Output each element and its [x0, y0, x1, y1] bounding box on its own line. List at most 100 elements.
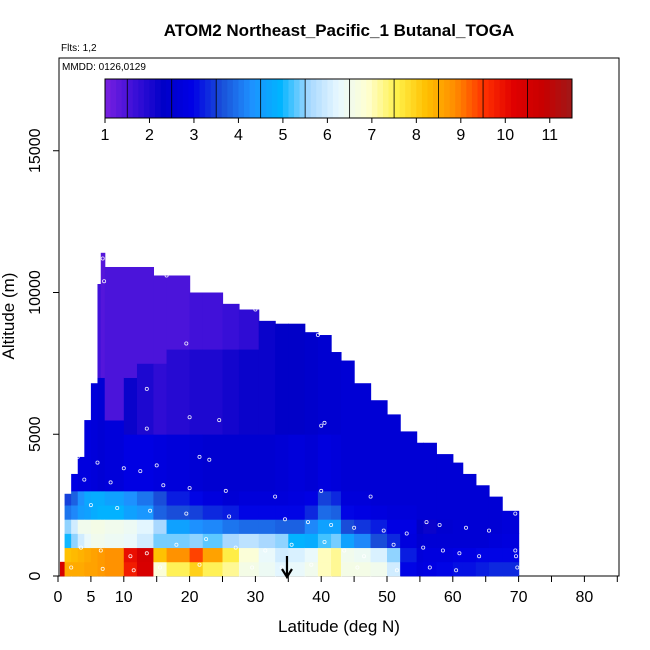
sample-point	[404, 531, 409, 536]
heat-cell	[123, 519, 138, 534]
heat-cell	[288, 533, 306, 549]
x-tick-label: 10	[115, 589, 133, 606]
sample-point	[204, 537, 209, 542]
sample-point	[157, 565, 162, 570]
heat-cell	[123, 434, 138, 492]
heat-cell	[238, 349, 260, 435]
heat-cell	[104, 519, 125, 534]
sample-point	[138, 469, 143, 474]
colorbar-segment	[355, 79, 362, 118]
dates-label: MMDD: 0126,0129	[62, 62, 146, 73]
colorbar-segment	[310, 79, 317, 118]
heat-cell	[77, 533, 85, 549]
heat-cell	[354, 533, 372, 549]
sample-point	[121, 466, 126, 471]
heat-cell	[222, 434, 240, 492]
heat-cell	[370, 519, 388, 534]
heat-cell	[71, 547, 79, 563]
heat-cell	[387, 414, 401, 492]
colorbar-segment	[299, 79, 306, 118]
heat-cell	[97, 284, 102, 378]
heat-cell	[436, 519, 454, 534]
heat-cell	[462, 547, 477, 563]
heat-cell	[304, 561, 319, 577]
sample-point	[263, 548, 268, 553]
heat-cell	[64, 561, 72, 577]
colorbar-segment	[555, 79, 562, 118]
heat-cell	[84, 519, 92, 534]
colorbar-segment	[455, 79, 462, 118]
heat-cell	[71, 490, 79, 506]
sample-point	[115, 505, 120, 510]
heat-cell	[317, 561, 332, 577]
colorbar-segment	[243, 79, 251, 118]
heat-cell	[64, 547, 72, 563]
flights-label: Flts: 1,2	[61, 43, 97, 54]
x-tick-label: 70	[510, 589, 528, 606]
heat-cell	[100, 519, 106, 534]
colorbar-segment	[116, 79, 123, 118]
sample-point	[279, 565, 284, 570]
heat-cell	[202, 547, 224, 563]
heat-cell	[502, 533, 520, 549]
heat-cell	[304, 519, 319, 534]
colorbar-segment	[494, 79, 501, 118]
heat-cell	[222, 303, 240, 350]
heat-cell	[400, 519, 418, 534]
heat-cell	[258, 533, 276, 549]
heat-cell	[475, 519, 490, 534]
heat-cell	[387, 561, 401, 577]
colorbar-segment	[338, 79, 345, 118]
colorbar-segment	[471, 79, 478, 118]
sample-point	[223, 488, 228, 493]
colorbar-segment	[533, 79, 540, 118]
heat-cell	[331, 519, 342, 534]
colorbar-segment	[216, 79, 223, 118]
heat-cell	[90, 505, 99, 520]
colorbar-segment	[399, 79, 406, 118]
heat-cell	[331, 561, 342, 577]
colorbar-segment	[360, 79, 367, 118]
x-axis: 0 5 10 20 30 40 50 60 70 80	[54, 576, 618, 606]
heat-cell	[238, 533, 260, 549]
heat-cell	[436, 533, 454, 549]
colorbar-frame	[104, 78, 573, 119]
heat-cell	[238, 434, 260, 492]
sample-point	[207, 457, 212, 462]
heat-cell	[400, 431, 418, 492]
heat-cell	[340, 519, 355, 534]
heat-cell	[202, 505, 224, 520]
sample-point	[322, 540, 327, 545]
sample-point	[250, 565, 255, 570]
heat-cell	[123, 505, 138, 520]
heat-cell	[153, 275, 168, 364]
sample-point	[187, 486, 192, 491]
sample-point	[144, 386, 149, 391]
x-tick-label: 0	[54, 589, 63, 606]
sample-point	[329, 523, 334, 528]
heat-cell	[400, 533, 418, 549]
colorbar-segment	[182, 79, 189, 118]
heat-cell	[100, 505, 106, 520]
sample-point	[227, 514, 232, 519]
colorbar-segment	[466, 79, 473, 118]
heat-cell	[123, 490, 138, 506]
x-axis-label: Latitude (deg N)	[278, 617, 400, 636]
heat-cell	[153, 490, 168, 506]
heat-cell	[258, 434, 276, 492]
heat-cell	[387, 505, 401, 520]
x-tick-label: 60	[444, 589, 462, 606]
heat-cell	[423, 505, 437, 520]
colorbar-segment	[132, 79, 139, 118]
heat-cell	[189, 349, 204, 435]
heat-cell	[90, 561, 99, 577]
heat-cell	[452, 533, 464, 549]
heat-cell	[400, 490, 418, 506]
heat-cell	[64, 493, 72, 506]
y-axis: 0 5000 10000 15000	[27, 128, 59, 580]
colorbar-tick-label: 4	[234, 127, 243, 144]
sample-point	[100, 566, 105, 571]
heat-cell	[97, 533, 102, 549]
heat-cell	[502, 510, 520, 534]
colorbar-segment	[388, 79, 395, 118]
